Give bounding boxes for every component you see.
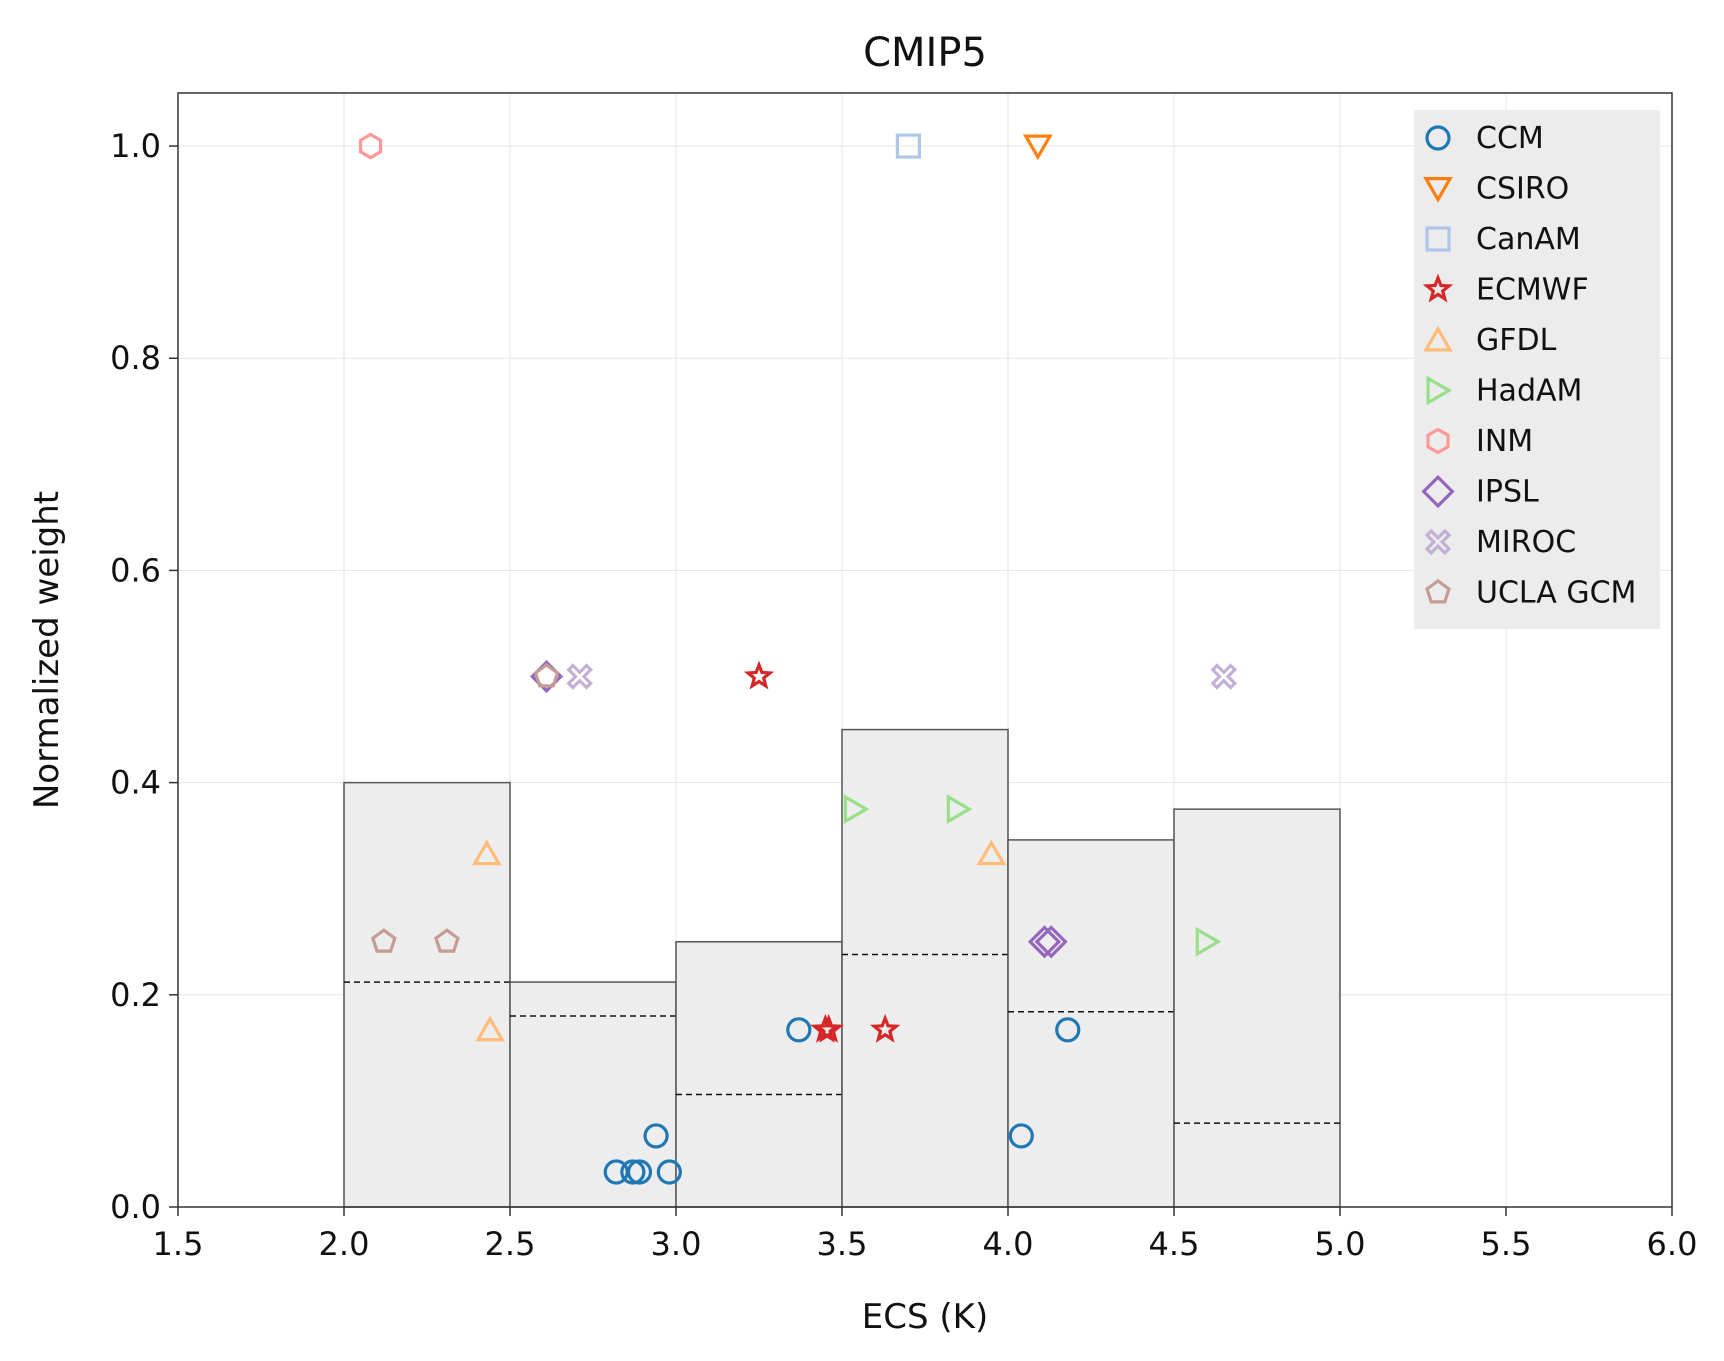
legend-label-ipsl: IPSL xyxy=(1476,475,1539,510)
legend-marker-ecmwf xyxy=(1422,273,1454,303)
legend-marker-ucla-gcm xyxy=(1425,578,1451,604)
legend-label-ecmwf: ECMWF xyxy=(1476,273,1589,308)
legend-marker-csiro xyxy=(1423,177,1453,203)
y-axis-title: Normalized weight xyxy=(27,491,67,809)
x-tick-label: 4.0 xyxy=(983,1225,1034,1263)
x-tick-label: 3.5 xyxy=(817,1225,868,1263)
gfdl-point xyxy=(471,839,502,866)
y-tick-label: 1.0 xyxy=(110,127,161,165)
chart-title: CMIP5 xyxy=(863,30,987,76)
histogram-bar xyxy=(509,981,677,1208)
ccm-point xyxy=(786,1017,812,1043)
axis-ticks: 1.5 2.0 2.5 3.0 3.5 4.0 4.5 5.0 5.5 6.0 0.0 0.2 0.4 0… xyxy=(110,127,1697,1263)
histogram-bar xyxy=(675,941,843,1208)
legend-label-hadam: HadAM xyxy=(1476,374,1582,409)
legend-label-csiro: CSIRO xyxy=(1476,172,1569,207)
histogram-bar xyxy=(841,728,1009,1208)
inm-point xyxy=(358,132,383,160)
ccm-point xyxy=(1055,1017,1081,1043)
legend-label-ccm: CCM xyxy=(1476,121,1544,156)
ecmwf-point xyxy=(869,1013,901,1043)
ccm-point xyxy=(620,1159,646,1185)
histogram-bar xyxy=(1007,839,1175,1208)
x-tick-label: 6.0 xyxy=(1647,1225,1698,1263)
ccm-point xyxy=(643,1123,669,1149)
legend-label-gfdl: GFDL xyxy=(1476,323,1557,358)
legend-label-ucla-gcm: UCLA GCM xyxy=(1476,576,1636,611)
plot-frame xyxy=(177,92,1673,1208)
legend-marker-ipsl xyxy=(1421,474,1455,509)
x-tick-label: 1.5 xyxy=(153,1225,204,1263)
legend-marker-miroc xyxy=(1424,528,1452,556)
y-tick-label: 0.6 xyxy=(110,551,161,589)
legend-marker-gfdl xyxy=(1423,325,1453,352)
miroc-point xyxy=(1210,663,1238,690)
x-tick-label: 2.0 xyxy=(319,1225,370,1263)
ecmwf-point xyxy=(813,1013,844,1043)
ecmwf-point xyxy=(743,660,775,690)
legend-label-inm: INM xyxy=(1476,424,1533,459)
ipsl-point xyxy=(1027,925,1062,959)
x-axis-title: ECS (K) xyxy=(862,1297,988,1337)
ccm-point xyxy=(656,1159,682,1185)
miroc-point xyxy=(566,663,593,690)
legend-marker-canam xyxy=(1425,226,1451,252)
ucla-gcm-point xyxy=(533,662,560,688)
histogram-bar xyxy=(1173,808,1341,1208)
gfdl-point xyxy=(475,1015,505,1042)
ucla-gcm-point xyxy=(434,928,460,953)
ucla-gcm-point xyxy=(370,928,397,953)
x-tick-label: 5.5 xyxy=(1481,1225,1532,1263)
ccm-point xyxy=(1008,1123,1034,1149)
legend-label-miroc: MIROC xyxy=(1476,525,1576,560)
scatter-points xyxy=(358,132,1238,1185)
legend-marker-inm xyxy=(1426,427,1450,455)
ccm-point xyxy=(626,1159,653,1185)
x-tick-label: 5.0 xyxy=(1315,1225,1366,1263)
x-tick-label: 4.5 xyxy=(1149,1225,1200,1263)
canam-point xyxy=(895,133,922,159)
ipsl-point xyxy=(1034,925,1068,959)
y-tick-label: 0.8 xyxy=(110,339,161,377)
y-tick-label: 0.2 xyxy=(110,976,161,1014)
legend: CCM CSIRO CanAM ECMWF GFDL HadAM INM IPSL MIROC U… xyxy=(1414,110,1660,629)
gfdl-point xyxy=(976,839,1007,866)
csiro-point xyxy=(1023,134,1053,161)
hadam-point xyxy=(946,794,973,825)
x-tick-label: 3.0 xyxy=(651,1225,702,1263)
legend-marker-hadam xyxy=(1426,375,1453,406)
x-tick-label: 2.5 xyxy=(485,1225,536,1263)
legend-label-canam: CanAM xyxy=(1476,222,1581,257)
histogram xyxy=(343,728,1341,1208)
legend-box xyxy=(1414,110,1660,629)
hadam-point xyxy=(1195,926,1222,957)
y-tick-label: 0.0 xyxy=(110,1188,161,1226)
hadam-point xyxy=(843,794,870,825)
y-tick-label: 0.4 xyxy=(110,764,161,802)
legend-marker-ccm xyxy=(1425,125,1451,151)
